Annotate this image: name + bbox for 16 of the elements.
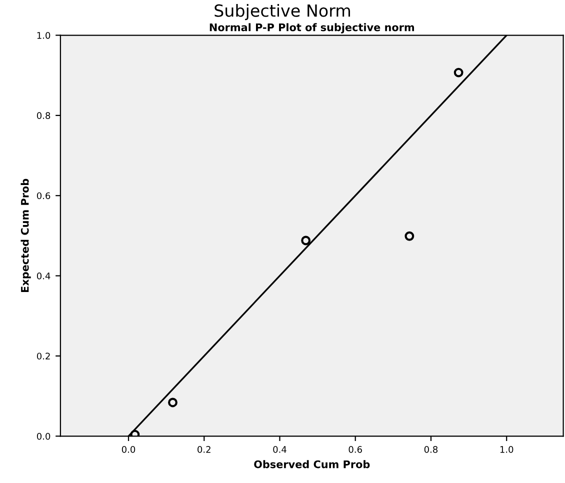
y-tick-label: 0.0 (36, 432, 50, 440)
chart-title: Subjective Norm (214, 4, 350, 20)
x-tick-label: 0.8 (424, 446, 438, 453)
y-tick-label: 0.2 (36, 352, 50, 360)
y-tick-label: 1.0 (37, 32, 50, 39)
chart-subtitle: Normal P-P Plot of subjective norm (210, 23, 414, 34)
x-tick-label: 1.0 (500, 446, 514, 453)
y-tick-label: 0.8 (36, 112, 50, 119)
x-tick-label: 0.2 (198, 446, 210, 453)
y-axis-title: Expected Cum Prob (20, 178, 31, 292)
x-tick-label: 0.4 (273, 446, 286, 453)
y-tick-label: 0.4 (36, 272, 50, 280)
x-tick-label: 0.0 (122, 446, 136, 453)
x-tick-label: 0.6 (348, 446, 362, 453)
y-tick-label: 0.6 (36, 192, 50, 200)
x-axis-title: Observed Cum Prob (254, 460, 370, 468)
